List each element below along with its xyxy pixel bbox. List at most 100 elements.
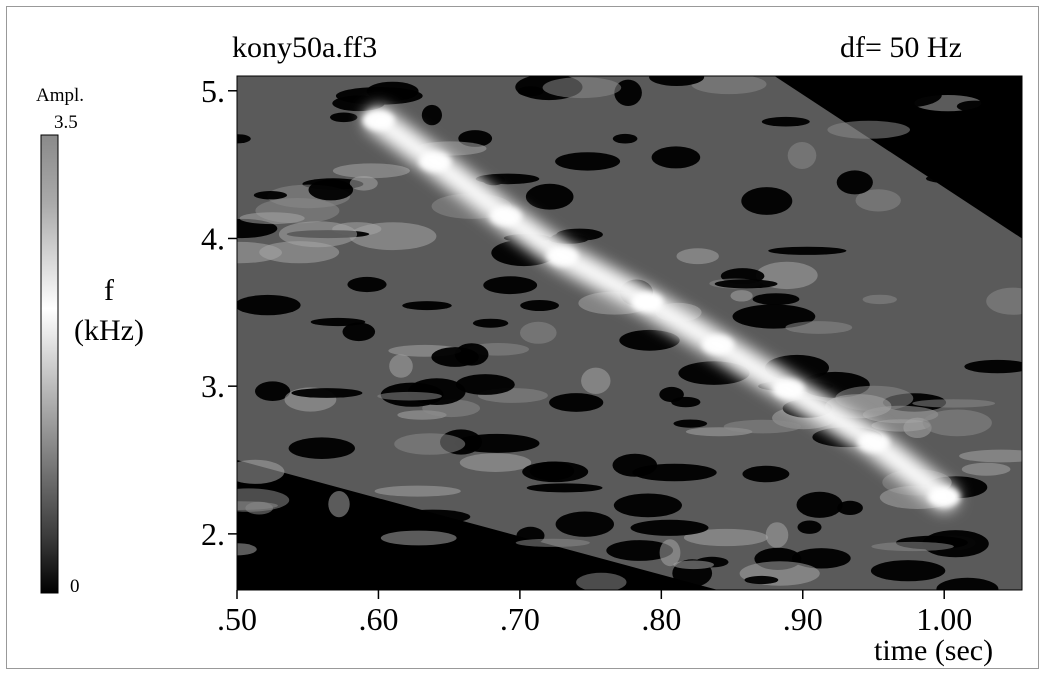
texture-gap [606,540,674,561]
texture-gap [837,500,863,515]
texture-patch [237,459,285,484]
colorbar-min-label: 0 [70,576,80,597]
texture-patch [871,419,931,432]
y-tick-label: 2. [201,516,225,552]
texture-patch [862,294,897,305]
x-tick-label: .90 [783,601,823,637]
texture-gap [630,519,709,536]
texture-patch [349,176,378,191]
texture-gap [517,86,544,97]
texture-patch [871,541,954,552]
texture-gap [613,493,683,518]
texture-patch [278,221,358,248]
texture-gap [744,575,779,585]
texture-patch [912,399,996,408]
texture-patch [673,560,714,570]
texture-patch [787,142,817,169]
texture-gap [936,577,999,590]
texture-gap [964,359,1022,374]
texture-gap [971,144,1022,166]
texture-patch [389,354,413,378]
texture-patch [332,163,410,179]
texture-patch [349,222,437,251]
ridge-point [631,292,664,312]
texture-gap [431,347,479,367]
y-axis-label-symbol: f [104,274,114,307]
texture-gap [555,152,621,171]
texture-gap [526,483,603,493]
texture-patch [237,488,290,512]
texture-gap [612,453,658,477]
texture-gap [651,146,701,169]
texture-gap [870,560,946,582]
texture-patch [723,419,802,434]
texture-gap [926,173,990,185]
texture-patch [683,528,769,547]
texture-gap [237,294,301,316]
texture-patch [542,77,622,99]
texture-patch [959,449,1022,463]
x-tick-label: .80 [641,601,681,637]
ridge-point [701,334,734,355]
texture-gap [732,304,816,329]
texture-gap [913,147,957,169]
texture-gap [619,329,680,351]
texture-gap [649,76,705,86]
texture-gap [614,79,642,107]
y-tick-label: 3. [201,368,225,404]
texture-gap [612,133,638,144]
texture-patch [785,321,853,334]
ridge-point [857,432,890,453]
texture-patch [855,189,901,212]
texture-gap [455,374,515,395]
texture-gap [673,419,708,428]
texture-gap [237,134,251,144]
texture-gap [768,246,847,255]
texture-gap [280,577,316,590]
texture-patch [374,485,461,497]
texture-gap [482,174,505,186]
y-axis: 2. 3. 4. 5. [201,73,237,552]
texture-gap [556,228,603,241]
texture-gap [956,100,994,113]
texture-patch [394,433,466,455]
ridge-point [489,206,522,227]
colorbar-label: Ampl. [36,85,85,106]
ridge-point [772,379,805,400]
texture-gap [255,381,291,402]
texture-gap [483,276,538,295]
texture-gap [288,437,355,460]
chart-title: kony50a.ff3 [232,31,378,64]
y-tick-label: 5. [201,73,225,109]
texture-gap [836,170,873,195]
texture-patch [676,248,719,265]
texture-patch [515,538,590,547]
texture-gap [922,530,989,558]
texture-patch [922,409,992,437]
x-axis-label: time (sec) [874,634,994,667]
texture-patch [659,539,681,567]
ridge-point [362,110,395,131]
ridge-point [546,246,579,267]
texture-gap [797,520,822,534]
texture-patch [765,522,789,548]
texture-patch [328,491,350,518]
texture-gap [330,112,358,123]
texture-gap [308,179,354,201]
texture-gap [291,388,363,398]
texture-patch [827,120,910,139]
texture-patch [237,241,282,264]
texture-patch [986,287,1022,315]
texture-patch [520,321,557,344]
texture-gap [472,318,509,328]
x-tick-label: .70 [500,601,540,637]
texture-gap [742,465,790,483]
ridge-peaks [362,110,961,507]
texture-patch [380,530,457,546]
texture-patch [961,462,1011,476]
resolution-label: df= 50 Hz [840,31,962,64]
texture-gap [791,548,851,569]
texture-gap [394,509,471,524]
texture-patch [237,543,257,556]
